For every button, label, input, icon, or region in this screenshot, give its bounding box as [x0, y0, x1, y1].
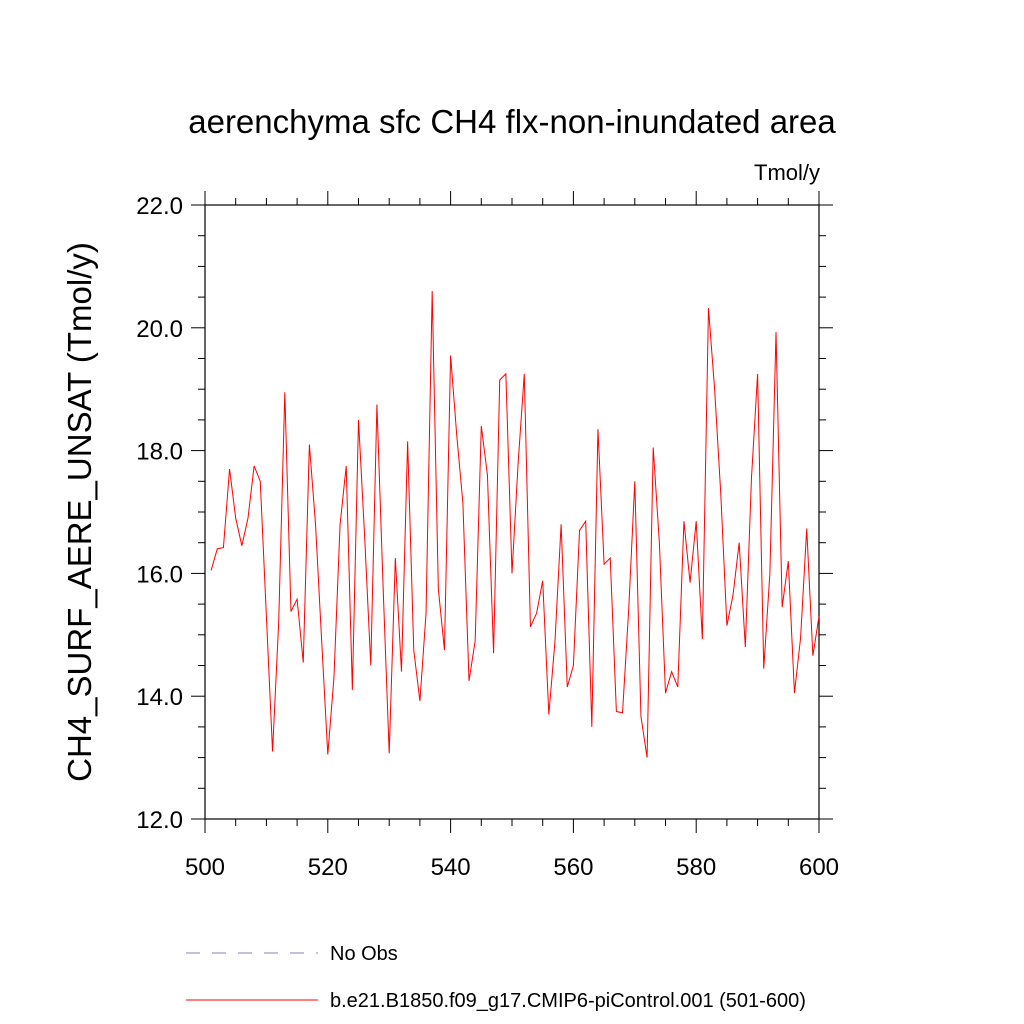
y-tick-label: 16.0: [136, 561, 183, 588]
x-tick-label: 540: [431, 854, 471, 881]
y-axis-label: CH4_SURF_AERE_UNSAT (Tmol/y): [61, 242, 98, 782]
units-label: Tmol/y: [754, 160, 820, 185]
x-tick-label: 580: [676, 854, 716, 881]
axis-tick-labels: 500 520 540 560 580 600 12.0 14.0 16.0 18.0 20.0 22…: [136, 193, 839, 881]
axis-ticks: [191, 191, 833, 833]
legend-label-model-run: b.e21.B1850.f09_g17.CMIP6-piControl.001 …: [330, 990, 806, 1012]
legend-label-no-obs: No Obs: [330, 943, 398, 965]
plot-frame: [204, 204, 820, 820]
x-tick-label: 560: [553, 854, 593, 881]
series-layer: [210, 290, 820, 758]
y-tick-label: 22.0: [136, 193, 183, 220]
y-tick-label: 12.0: [136, 807, 183, 834]
x-tick-label: 600: [799, 854, 839, 881]
y-tick-label: 14.0: [136, 684, 183, 711]
x-tick-label: 500: [185, 854, 225, 881]
series-line-1: [210, 290, 820, 758]
chart-title: aerenchyma sfc CH4 flx-non-inundated are…: [188, 103, 836, 140]
y-tick-label: 18.0: [136, 439, 183, 466]
y-tick-label: 20.0: [136, 316, 183, 343]
x-tick-label: 520: [308, 854, 348, 881]
